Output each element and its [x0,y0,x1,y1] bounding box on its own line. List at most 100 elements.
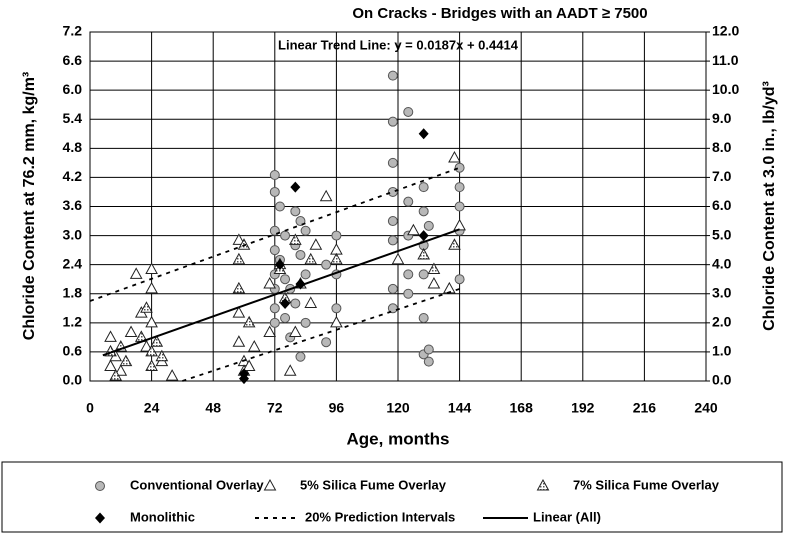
y-tick-label: 4.8 [63,139,83,155]
point [274,201,285,212]
y-tick-label: 3.6 [63,197,83,213]
legend-swatch [263,478,277,491]
y-tick-label: 6.6 [63,52,83,68]
point [232,335,246,347]
point [237,238,251,250]
point [280,312,291,323]
y2-tick-label: 8.0 [712,139,732,155]
point [423,344,434,355]
point [280,297,291,309]
point [418,269,429,280]
point [321,337,332,348]
x-tick-label: 96 [329,400,345,416]
point [403,269,414,280]
point [331,303,342,314]
point [418,230,429,242]
point [104,359,117,371]
point [140,340,153,352]
point [269,186,280,197]
y2-tick-label: 12.0 [712,23,739,39]
y2-tick-label: 6.0 [712,197,732,213]
point [418,128,429,140]
y-tick-label: 2.4 [63,255,83,271]
point [280,230,291,241]
point [321,259,332,270]
y2-tick-label: 11.0 [712,52,739,68]
point [269,317,280,328]
point [269,303,280,314]
point [295,216,306,227]
point [427,262,441,275]
point [274,259,285,271]
point [417,247,431,260]
y-tick-label: 0.0 [63,372,83,388]
point [295,249,306,260]
x-tick-label: 120 [386,400,410,416]
point [448,238,461,250]
legend-label: 7% Silica Fume Overlay [573,477,720,492]
y-tick-label: 7.2 [63,23,83,39]
point [263,325,277,338]
point [242,359,256,371]
point [145,344,158,357]
x-tick-label: 144 [448,400,472,416]
point [232,281,246,294]
point [300,317,311,328]
legend-label: 20% Prediction Intervals [305,509,455,524]
point [232,233,246,245]
point [427,277,441,289]
point [330,315,343,328]
point [403,196,414,207]
point [319,189,333,202]
point [290,181,301,193]
point [403,106,414,117]
point [150,335,164,347]
point [300,269,311,280]
point [387,186,398,197]
point [300,225,311,236]
point [418,182,429,193]
point [145,262,158,275]
legend-swatch [95,512,105,524]
y-tick-label: 5.4 [63,110,83,126]
point [423,356,434,367]
point [290,298,301,309]
point [232,252,246,265]
y2-tick-label: 1.0 [712,343,732,359]
x-tick-label: 72 [267,400,283,416]
y2-tick-label: 10.0 [712,81,739,97]
point [418,312,429,323]
point [387,235,398,246]
line [89,166,460,302]
point [387,116,398,127]
x-tick-label: 48 [205,400,221,416]
legend-label: Conventional Overlay [130,477,264,492]
legend-label: Monolithic [130,509,195,524]
point [109,369,123,381]
x-tick-label: 24 [144,400,160,416]
point [288,325,302,338]
y-tick-label: 3.0 [63,226,83,242]
point [247,340,261,352]
x-tick-label: 0 [86,400,94,416]
point [454,162,465,173]
point [448,150,461,163]
point [269,245,280,256]
y2-tick-label: 9.0 [712,110,732,126]
point [290,206,301,217]
point [330,252,343,265]
point [453,218,466,231]
point [119,354,133,367]
point [304,296,318,308]
point [387,157,398,168]
point [129,267,143,279]
point [104,330,117,342]
x-tick-label: 216 [633,400,657,416]
y2-tick-label: 5.0 [712,226,732,242]
point [124,325,138,338]
point [145,315,158,328]
point [309,238,323,250]
y-tick-label: 1.8 [63,284,83,300]
point [387,70,398,81]
legend-label: 5% Silica Fume Overlay [300,477,447,492]
